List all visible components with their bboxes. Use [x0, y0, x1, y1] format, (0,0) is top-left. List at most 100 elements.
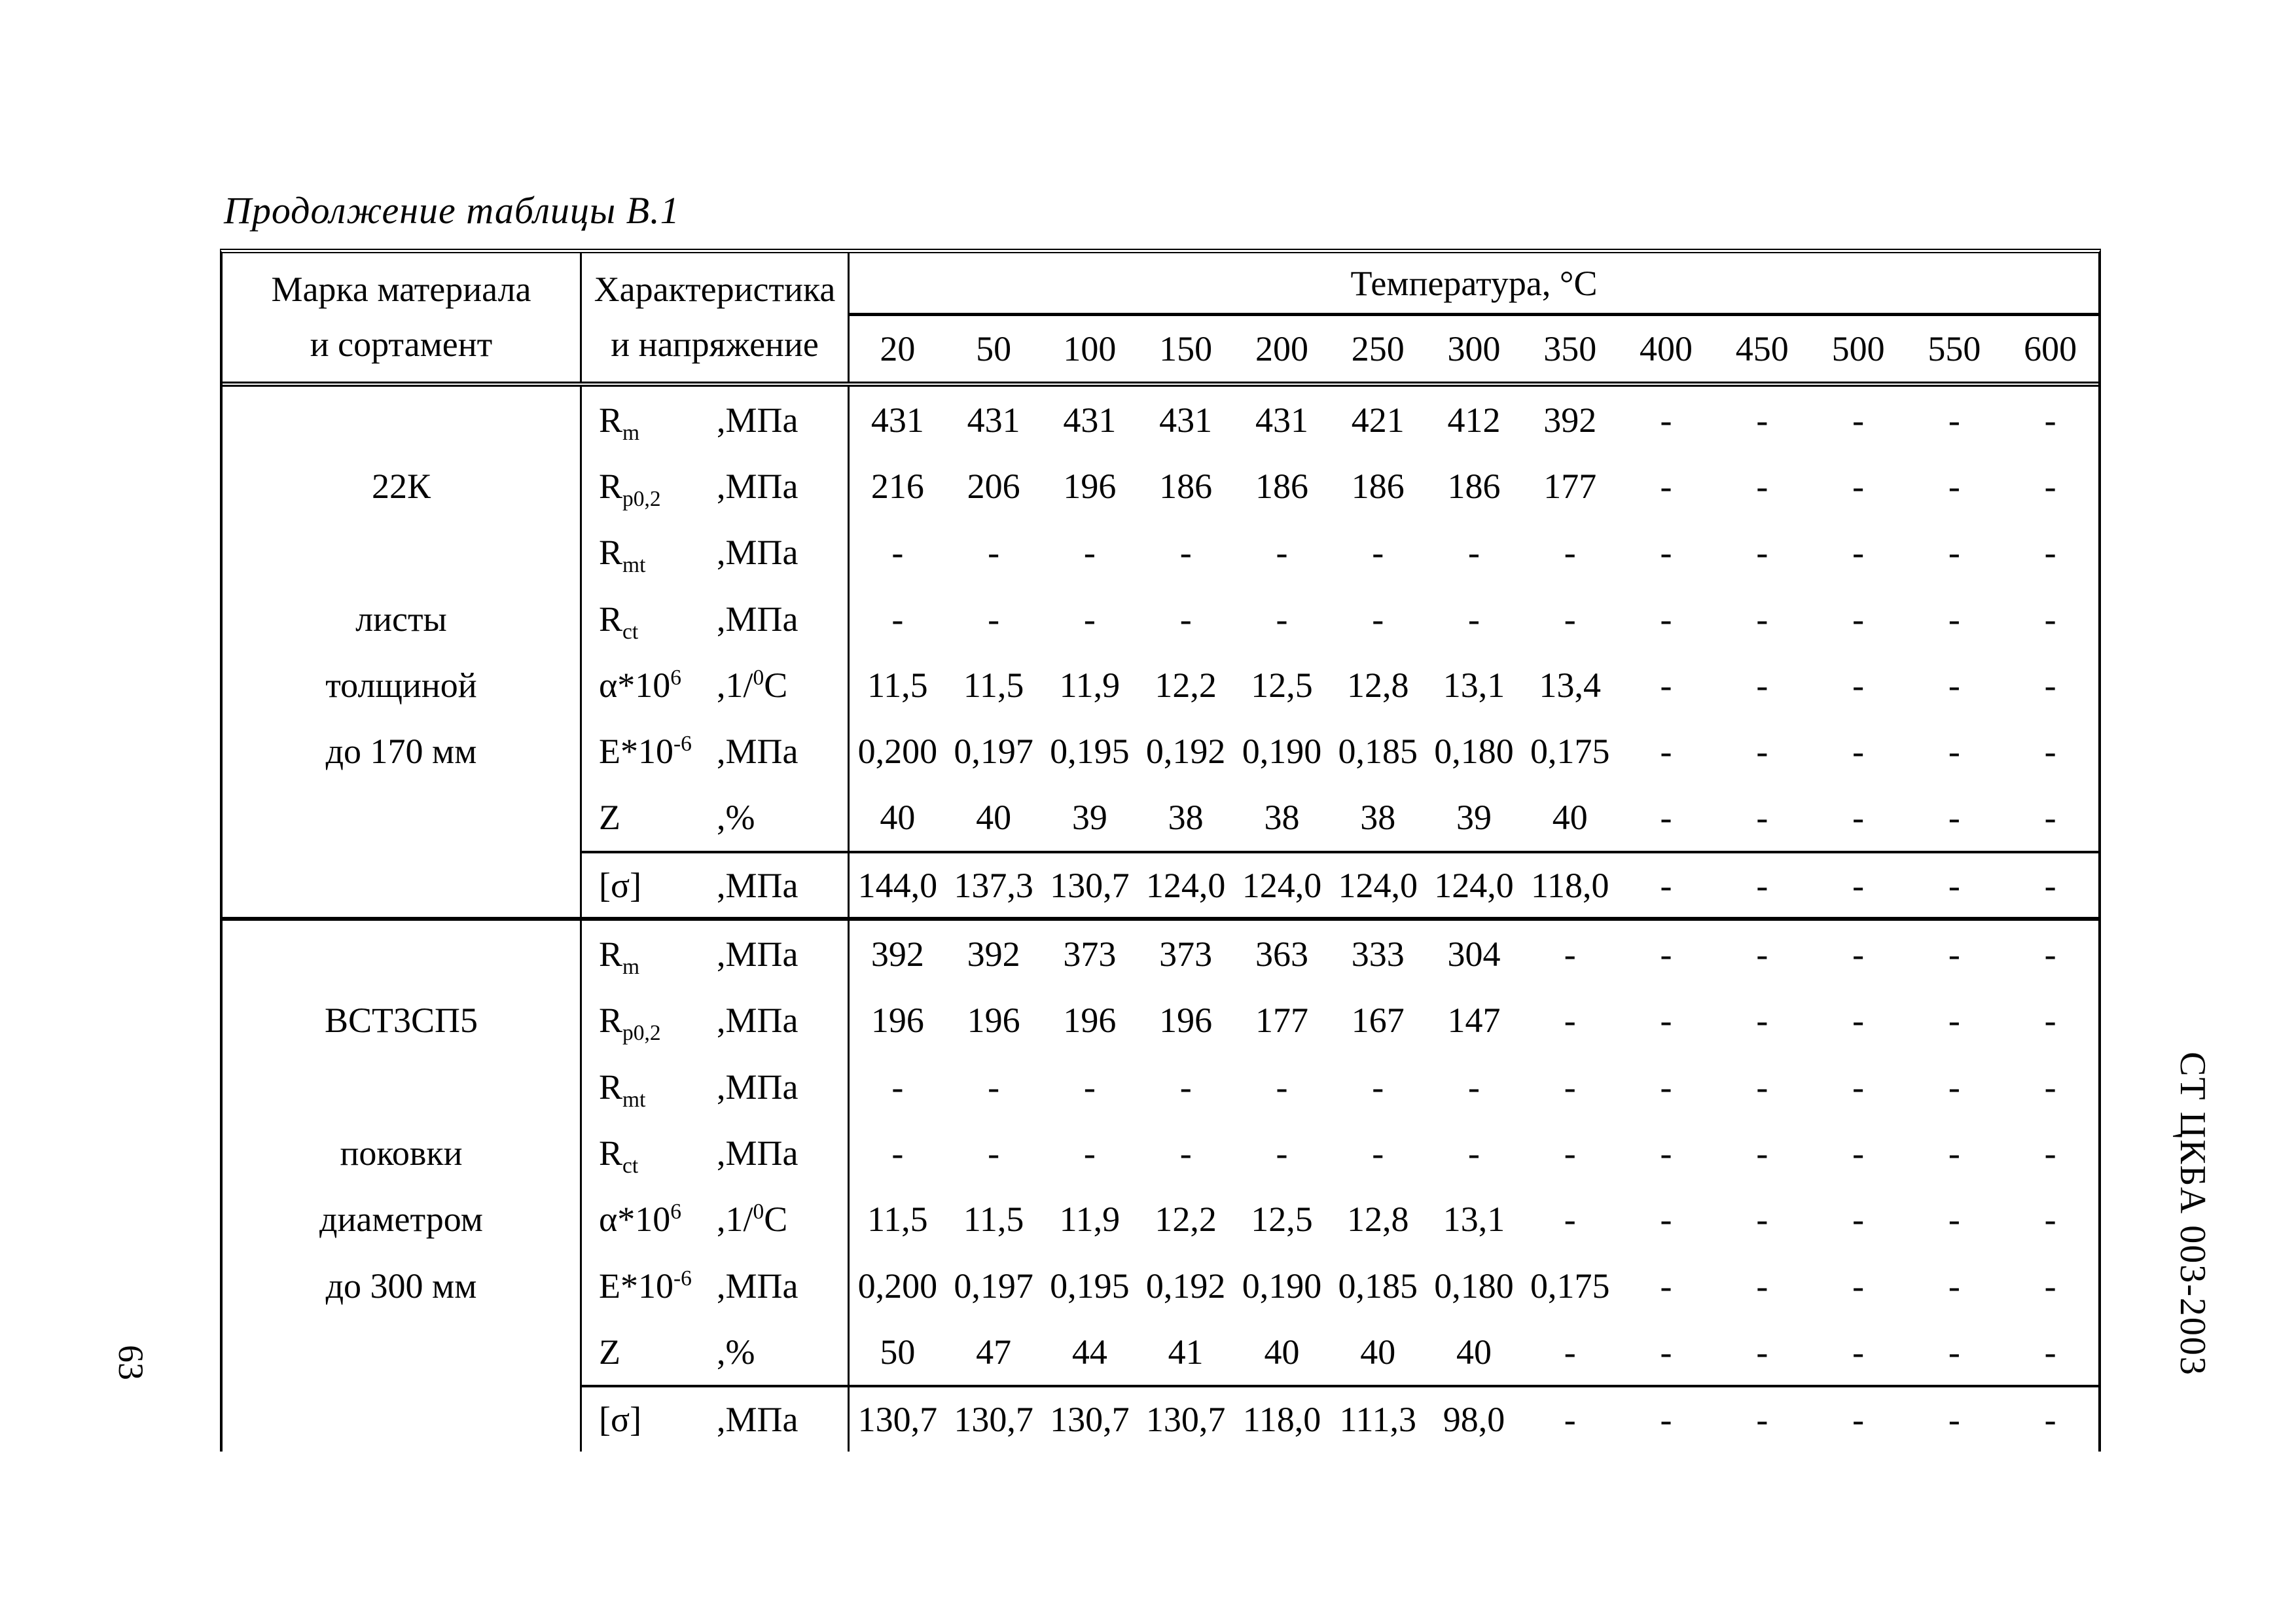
temperature-cell: 20 [880, 329, 916, 368]
value-cell: - [1948, 1266, 1960, 1306]
value-cell: - [1660, 1332, 1672, 1372]
characteristic-cell: [σ] ,МПа [582, 851, 850, 918]
value-cell: 0,175 [1530, 732, 1610, 772]
value-cell: - [1756, 1266, 1768, 1306]
value-cell: 0,197 [954, 1266, 1033, 1306]
value-cell: 431 [1255, 400, 1308, 440]
value-cell: - [1660, 1133, 1672, 1173]
value-cell: 124,0 [1329, 851, 1426, 917]
value-cell: 373 [1063, 935, 1117, 974]
value-cell: - [1906, 1385, 2003, 1451]
temperature-cell: 150 [1159, 329, 1213, 368]
value-cell: 118,0 [1234, 1385, 1330, 1451]
value-cell: 98,0 [1426, 1385, 1522, 1451]
characteristic-symbol: Rp0,2 [599, 466, 661, 511]
value-cell: - [1852, 1001, 1865, 1041]
characteristic-cell: Е*10-6 ,МПа [582, 718, 850, 785]
value-cell: 130,7 [1138, 1385, 1234, 1451]
col-header-material: Марка материала и сортамент [223, 253, 582, 382]
value-cell: 0,185 [1338, 732, 1418, 772]
value-cell: 11,5 [867, 1200, 928, 1240]
temperature-cell: 350 [1543, 329, 1597, 368]
value-cell: - [2044, 400, 2056, 440]
temperature-cell: 550 [1928, 329, 1981, 368]
characteristic-unit: ,МПа [717, 400, 798, 440]
characteristic-cell: [σ] ,МПа [582, 1385, 850, 1452]
value-cell: 11,5 [963, 1200, 1024, 1240]
value-cell: 196 [1159, 1001, 1213, 1041]
value-cell: 41 [1168, 1332, 1204, 1372]
value-cell: - [1564, 599, 1576, 639]
value-cell: - [1852, 400, 1865, 440]
value-cell: - [1468, 1133, 1480, 1173]
value-cell: - [2044, 665, 2056, 705]
value-cell: 196 [967, 1001, 1020, 1041]
value-cell: - [2044, 1067, 2056, 1107]
characteristic-cell: Rm ,МПа [582, 387, 850, 454]
value-cell: 38 [1264, 798, 1300, 838]
characteristic-cell: α*106 ,1/0С [582, 652, 850, 719]
characteristic-symbol: α*106 [599, 1200, 682, 1240]
value-cell: 40 [1264, 1332, 1300, 1372]
material-line [223, 1319, 580, 1385]
material-line [223, 1054, 580, 1120]
value-cell: 0,195 [1050, 732, 1130, 772]
value-cell: 431 [1159, 400, 1213, 440]
value-cell: - [1852, 533, 1865, 573]
characteristic-symbol: Rm [599, 935, 640, 979]
characteristic-cell: Rct ,МПа [582, 1120, 850, 1186]
value-cell: 196 [870, 1001, 924, 1041]
material-line: ВСТ3СП5 [324, 1001, 478, 1041]
characteristic-unit: ,МПа [717, 533, 798, 573]
temperature-cell: 50 [976, 329, 1012, 368]
value-cell: 40 [1456, 1332, 1492, 1372]
table-continuation-title: Продолжение таблицы В.1 [224, 189, 680, 232]
value-cell: - [1179, 599, 1192, 639]
characteristic-symbol: Rct [599, 599, 639, 644]
value-cell: - [2044, 599, 2056, 639]
standard-side-label: СТ ЦКБА 003-2003 [2172, 1052, 2213, 1376]
value-cell: - [1756, 665, 1768, 705]
value-cell: - [1564, 1001, 1576, 1041]
temperature-row: 20 50 100 150 200 250 300 350 400 450 500 550 600 [850, 316, 2098, 382]
material-cell: 22К листы толщиной до 170 мм [223, 387, 582, 918]
value-cell: 12,5 [1251, 1200, 1313, 1240]
value-cell: - [2044, 1332, 2056, 1372]
characteristic-cell: Z,% [582, 784, 850, 851]
value-cell: - [1756, 466, 1768, 506]
value-cell: 144,0 [850, 851, 946, 917]
value-cell: - [1756, 1133, 1768, 1173]
value-cell: 206 [967, 466, 1020, 506]
value-cell: 0,197 [954, 732, 1033, 772]
value-cell: - [1660, 533, 1672, 573]
value-cell: - [1852, 935, 1865, 974]
page-number: 63 [111, 1345, 151, 1380]
value-cell: - [1468, 533, 1480, 573]
characteristic-symbol: [σ] [599, 1400, 642, 1440]
value-cell: - [1713, 1385, 1810, 1451]
value-cell: - [1468, 599, 1480, 639]
value-cell: - [2002, 851, 2098, 917]
characteristic-cell: Rp0,2 ,МПа [582, 987, 850, 1054]
characteristic-unit: ,МПа [717, 599, 798, 639]
value-cell: 130,7 [1041, 851, 1138, 917]
characteristic-unit: ,МПа [717, 935, 798, 974]
value-cell: - [1852, 665, 1865, 705]
value-cell: - [1564, 1200, 1576, 1240]
value-cell: - [1810, 1385, 1907, 1451]
value-cell: - [1564, 1067, 1576, 1107]
value-cell: - [1276, 1133, 1288, 1173]
value-cell: 50 [880, 1332, 916, 1372]
value-cell: - [2044, 1200, 2056, 1240]
value-cell: - [1756, 599, 1768, 639]
value-cell: - [2044, 1133, 2056, 1173]
value-cell: - [1948, 1001, 1960, 1041]
value-cell: - [1852, 1266, 1865, 1306]
characteristic-symbol: Rm [599, 400, 640, 445]
value-cell: 40 [1552, 798, 1588, 838]
characteristic-unit: ,МПа [717, 1400, 798, 1440]
value-cell: - [1660, 599, 1672, 639]
value-cell: - [1083, 1133, 1096, 1173]
value-cell: - [1852, 1133, 1865, 1173]
col-header-material-line2: и сортамент [310, 325, 493, 364]
